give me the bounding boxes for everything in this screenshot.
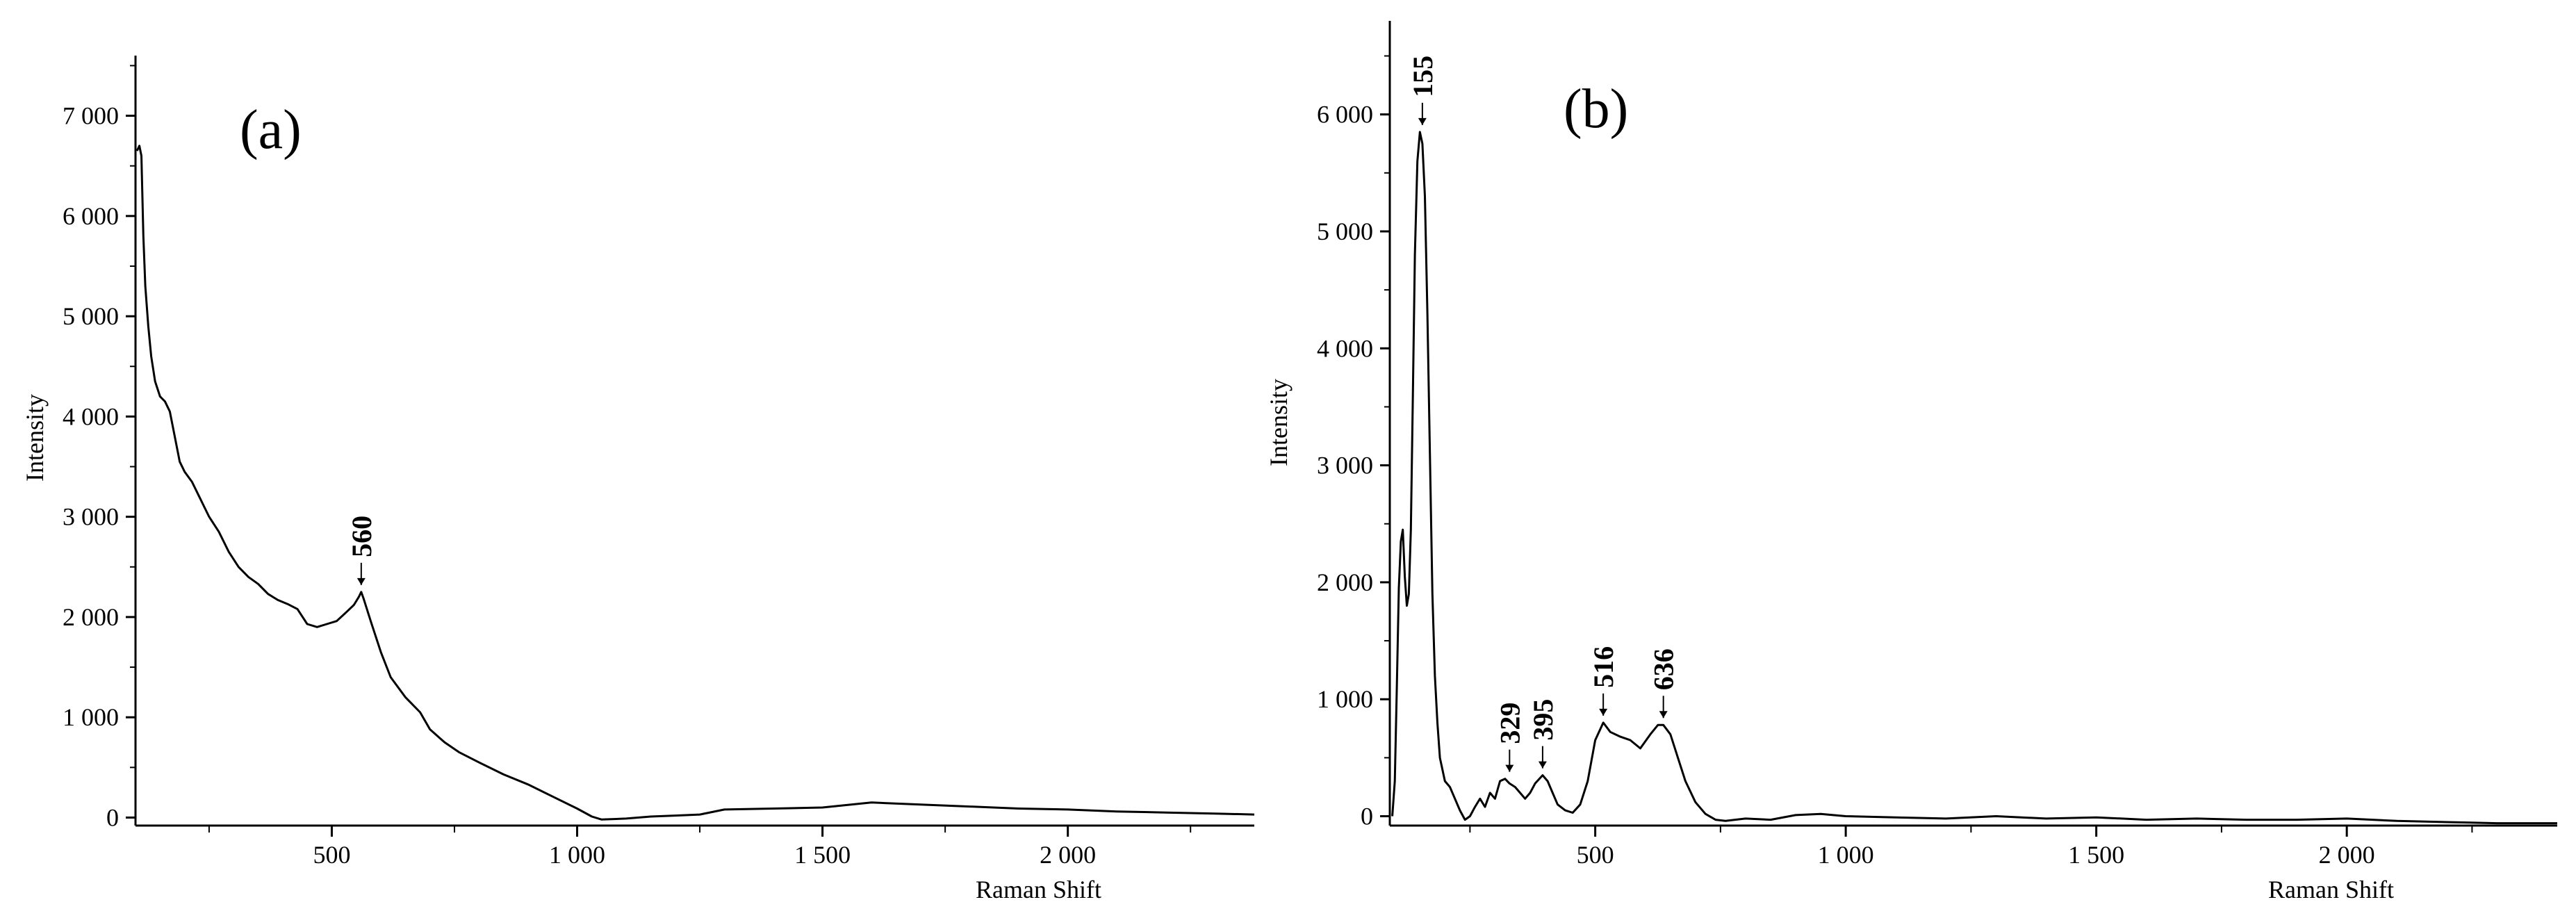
- y-tick-label: 1 000: [63, 703, 119, 731]
- plot-area-a: [136, 145, 1255, 821]
- peak-arrowhead: [1599, 708, 1608, 716]
- x-axis-label-b: Raman Shift: [2268, 876, 2394, 903]
- y-tick-label: 5 000: [1317, 218, 1373, 245]
- peak-label: 155: [1407, 56, 1438, 97]
- peak-arrowhead: [1659, 711, 1668, 719]
- peak-label: 395: [1527, 699, 1559, 741]
- y-tick-label: 6 000: [1317, 101, 1373, 129]
- x-tick-label: 2 000: [2319, 841, 2375, 869]
- panel-label-a: (a): [240, 99, 302, 161]
- x-tick-label: 1 500: [794, 841, 851, 869]
- peak-label: 516: [1588, 646, 1619, 688]
- peak-labels-b: 155 329 395 516 636: [1407, 56, 1680, 772]
- peak-labels-a: 560: [346, 516, 377, 585]
- peak-arrowhead: [356, 577, 366, 585]
- peak-arrowhead: [1538, 761, 1547, 769]
- peak-label: 329: [1494, 703, 1525, 744]
- y-axis-b: 0 1 000 2 000 3 000 4 000 5 000 6 000: [1317, 21, 1391, 830]
- y-tick-label: 0: [1361, 803, 1373, 830]
- peak-label: 560: [346, 516, 377, 557]
- y-tick-label: 2 000: [63, 603, 119, 631]
- plot-area-b: [1391, 131, 2557, 825]
- y-axis-label-a: Intensity: [21, 394, 49, 482]
- y-tick-label: 3 000: [63, 503, 119, 531]
- y-tick-label: 7 000: [63, 102, 119, 130]
- x-tick-label: 500: [313, 841, 350, 869]
- y-tick-label: 4 000: [1317, 334, 1373, 362]
- peak-arrowhead: [1418, 117, 1427, 125]
- x-axis-b: 500 1 000 1 500 2 000: [1390, 824, 2557, 869]
- y-axis-label-b: Intensity: [1265, 379, 1293, 466]
- panel-label-b: (b): [1564, 79, 1628, 140]
- y-tick-label: 4 000: [63, 402, 119, 430]
- y-tick-label: 0: [106, 803, 119, 831]
- chart-panel-b: (b) Intensity Raman Shift 0 1 000 2 000 3 0…: [1265, 21, 2557, 903]
- x-tick-label: 1 000: [1818, 841, 1874, 869]
- y-tick-label: 5 000: [63, 302, 119, 330]
- x-tick-label: 1 000: [549, 841, 605, 869]
- series-line: [136, 145, 1255, 821]
- y-tick-label: 3 000: [1317, 452, 1373, 480]
- y-tick-label: 1 000: [1317, 685, 1373, 713]
- chart-panel-a: (a) Intensity Raman Shift 0 1 000 2 000 3 0…: [21, 56, 1255, 903]
- x-tick-label: 2 000: [1040, 841, 1096, 869]
- peak-arrowhead: [1505, 764, 1514, 772]
- x-axis-label-a: Raman Shift: [976, 876, 1101, 903]
- y-axis-a: 0 1 000 2 000 3 000 4 000 5 000 6 000 7 000: [63, 56, 137, 831]
- y-tick-label: 2 000: [1317, 568, 1373, 596]
- x-tick-label: 1 500: [2068, 841, 2124, 869]
- peak-label: 636: [1648, 648, 1680, 690]
- series-line: [1391, 131, 2557, 825]
- x-tick-label: 500: [1577, 841, 1614, 869]
- x-axis-a: 500 1 000 1 500 2 000: [136, 824, 1254, 869]
- y-tick-label: 6 000: [63, 202, 119, 230]
